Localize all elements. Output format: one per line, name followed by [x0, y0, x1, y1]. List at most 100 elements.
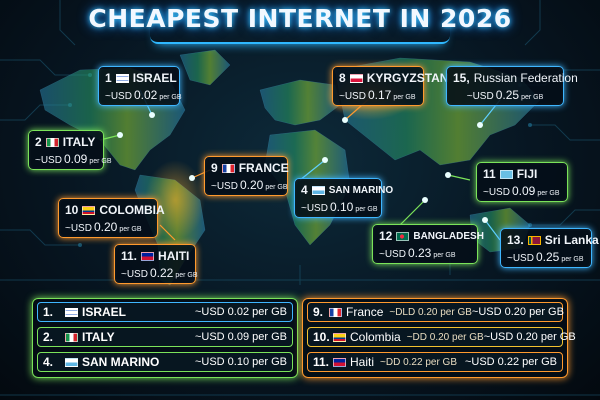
- callout-italy: 2 ITALY ~USD 0.09 per GB: [28, 130, 112, 170]
- price-value: 0.22: [149, 266, 174, 280]
- israel-flag-icon: [65, 307, 78, 317]
- callout-russian-federation: 15, Russian Federation ~USD 0.25 per GB: [446, 66, 578, 106]
- price-value: 0.09: [63, 152, 88, 166]
- haiti-flag-icon: [333, 357, 346, 367]
- country-name: SAN MARINO: [82, 355, 160, 369]
- callout-san-marino: 4 SAN MARINO ~USD 0.10 per GB: [294, 178, 393, 218]
- rank-number: 13.: [507, 233, 524, 247]
- price-unit: per GB: [119, 226, 142, 233]
- haiti-flag-icon: [141, 251, 155, 261]
- price-text-secondary: ~DLD 0.20 per GB: [389, 306, 472, 318]
- price-unit: per GB: [265, 184, 288, 191]
- kyrgyzstan-flag-icon: [349, 73, 363, 83]
- table-row: 11. Haiti ~DD 0.22 per GB ~USD 0.22 per …: [307, 352, 563, 372]
- callout-kyrgyzstan: 8 KYRGYZSTAN ~USD 0.17 per GB: [332, 66, 448, 106]
- price-value: 0.17: [367, 88, 392, 102]
- france-flag-icon: [221, 163, 235, 173]
- title-frame: [150, 4, 450, 44]
- price-text: ~USD 0.10 per GB: [194, 356, 287, 368]
- price-text: ~USD 0.20 per GB: [471, 306, 564, 318]
- rank-number: 4.: [43, 355, 54, 369]
- price-unit: per GB: [89, 158, 112, 165]
- country-name: ISRAEL: [132, 71, 177, 85]
- country-name: HAITI: [158, 249, 190, 263]
- fiji-flag-icon: [499, 169, 513, 179]
- rank-number: 10: [65, 203, 79, 217]
- price-value: 0.02: [133, 88, 158, 102]
- greenland-shape: [179, 49, 231, 86]
- price-text: ~USD 0.09 per GB: [194, 331, 287, 343]
- country-name: ITALY: [62, 135, 96, 149]
- callout-israel: 1 ISRAEL ~USD 0.02 per GB: [98, 66, 182, 106]
- country-name: FIJI: [516, 167, 538, 181]
- europe-shape: [259, 79, 341, 126]
- rank-number: 9: [211, 161, 218, 175]
- price-prefix: ~USD: [121, 269, 148, 280]
- country-name: Colombia: [350, 330, 401, 344]
- price-value: 0.09: [511, 184, 536, 198]
- price-value: 0.25: [495, 88, 520, 102]
- price-prefix: ~USD: [379, 249, 406, 260]
- price-text: ~USD 0.22 per GB: [464, 356, 557, 368]
- rank-number: 10.: [313, 330, 330, 344]
- price-prefix: ~USD: [466, 91, 494, 102]
- colombia-flag-icon: [333, 332, 346, 342]
- bangladesh-flag-icon: [396, 231, 410, 241]
- callout-colombia: 10 COLOMBIA ~USD 0.20 per GB: [58, 198, 165, 238]
- price-prefix: ~USD: [483, 187, 510, 198]
- country-name: KYRGYZSTAN: [366, 71, 449, 85]
- price-prefix: ~USD: [65, 223, 92, 234]
- price-unit: per GB: [433, 252, 456, 259]
- rank-number: 4: [301, 183, 308, 197]
- callout-bangladesh: 12 BANGLADESH ~USD 0.23 per GB: [372, 224, 484, 264]
- rank-number: 8: [339, 71, 346, 85]
- country-name: BANGLADESH: [413, 230, 484, 242]
- page-title: CHEAPEST INTERNET IN 2026: [88, 4, 512, 33]
- italy-flag-icon: [45, 137, 59, 147]
- price-unit: per GB: [355, 206, 378, 213]
- country-name: FRANCE: [238, 161, 289, 175]
- rank-number: 11.: [121, 249, 138, 263]
- price-value: 0.10: [329, 200, 354, 214]
- rank-number: 11.: [313, 355, 330, 369]
- price-unit: per GB: [521, 94, 544, 101]
- rank-number: 12: [379, 229, 393, 243]
- price-unit: per GB: [393, 94, 416, 101]
- rank-number: 15,: [453, 71, 470, 85]
- price-unit: per GB: [561, 256, 584, 263]
- country-name: ISRAEL: [82, 305, 127, 319]
- price-value: 0.20: [93, 220, 118, 234]
- ranking-table-left: 1. ISRAEL ~USD 0.02 per GB 2. ITALY ~USD…: [32, 298, 298, 378]
- israel-flag-icon: [115, 73, 129, 83]
- price-value: 0.25: [535, 250, 560, 264]
- table-row: 4. SAN MARINO ~USD 0.10 per GB: [37, 352, 293, 372]
- san-marino-flag-icon: [311, 185, 325, 195]
- callout-haiti: 11. HAITI ~USD 0.22 per GB: [114, 244, 198, 284]
- price-unit: per GB: [175, 272, 198, 279]
- price-value: 0.23: [407, 246, 432, 260]
- rank-number: 2: [35, 135, 42, 149]
- rank-number: 11: [483, 167, 496, 181]
- rank-number: 9.: [313, 305, 324, 319]
- country-name: Haiti: [350, 355, 375, 369]
- country-name: COLOMBIA: [99, 203, 165, 217]
- country-name: Sri Lanka: [544, 233, 599, 247]
- rank-number: 2.: [43, 330, 54, 344]
- price-text-secondary: ~DD 0.20 per GB: [406, 331, 484, 343]
- price-unit: per GB: [537, 190, 560, 197]
- table-row: 1. ISRAEL ~USD 0.02 per GB: [37, 302, 293, 322]
- country-name: Russian Federation: [473, 71, 578, 85]
- callout-sri-lanka: 13. Sri Lanka ~USD 0.25 per GB: [500, 228, 599, 268]
- price-prefix: ~USD: [339, 91, 366, 102]
- price-text: ~USD 0.20 per GB: [483, 331, 576, 343]
- price-value: 0.20: [239, 178, 264, 192]
- table-row: 10. Colombia ~DD 0.20 per GB ~USD 0.20 p…: [307, 327, 576, 347]
- country-name: France: [346, 305, 384, 319]
- sri-lanka-flag-icon: [527, 235, 541, 245]
- san-marino-flag-icon: [65, 357, 78, 367]
- price-text: ~USD 0.02 per GB: [194, 306, 287, 318]
- rank-number: 1: [105, 71, 112, 85]
- price-prefix: ~USD: [211, 181, 238, 192]
- price-prefix: ~USD: [105, 91, 132, 102]
- price-prefix: ~USD: [35, 155, 62, 166]
